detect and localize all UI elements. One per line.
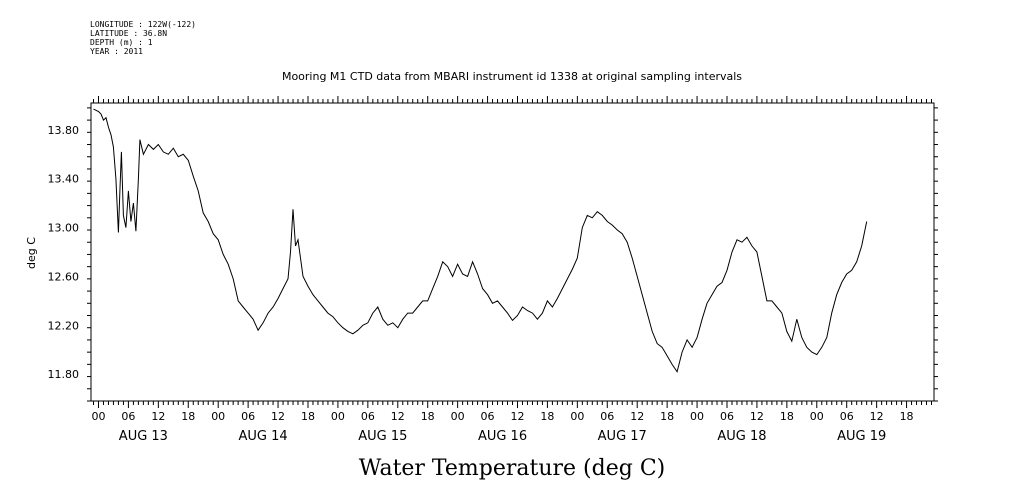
depth-label: DEPTH (m) : 1: [90, 38, 153, 47]
plot-frame: [90, 102, 935, 402]
x-hour-label: 18: [301, 410, 315, 423]
x-day-label: AUG 15: [358, 429, 407, 444]
x-hour-label: 00: [810, 410, 824, 423]
x-hour-label: 12: [510, 410, 524, 423]
x-day-label: AUG 14: [239, 429, 288, 444]
y-tick-label: 12.20: [48, 319, 80, 332]
y-axis-label: deg C: [25, 237, 38, 269]
y-tick-label: 13.00: [48, 222, 80, 235]
x-day-label: AUG 13: [119, 429, 168, 444]
metadata-block: LONGITUDE : 122W(-122) LATITUDE : 36.8N …: [90, 20, 196, 56]
x-hour-label: 06: [840, 410, 854, 423]
temperature-series-line: [93, 108, 868, 373]
latitude-label: LATITUDE : 36.8N: [90, 29, 168, 38]
x-hour-label: 18: [660, 410, 674, 423]
x-hour-label: 00: [91, 410, 105, 423]
y-tick-label: 13.40: [48, 173, 80, 186]
x-day-label: AUG 18: [717, 429, 766, 444]
x-hour-label: 06: [481, 410, 495, 423]
x-hour-label: 18: [900, 410, 914, 423]
x-hour-label: 00: [570, 410, 584, 423]
x-hour-label: 00: [690, 410, 704, 423]
x-hour-label: 00: [331, 410, 345, 423]
year-label: YEAR : 2011: [90, 47, 143, 56]
x-hour-label: 00: [211, 410, 225, 423]
x-hour-label: 18: [181, 410, 195, 423]
y-tick-label: 13.80: [48, 124, 80, 137]
x-day-label: AUG 17: [598, 429, 647, 444]
x-hour-label: 12: [151, 410, 165, 423]
x-hour-label: 12: [630, 410, 644, 423]
longitude-label: LONGITUDE : 122W(-122): [90, 20, 196, 29]
x-axis-title: Water Temperature (deg C): [359, 456, 666, 481]
x-hour-label: 18: [780, 410, 794, 423]
y-tick-label: 12.60: [48, 270, 80, 283]
x-hour-label: 00: [451, 410, 465, 423]
x-hour-label: 12: [391, 410, 405, 423]
x-hour-label: 06: [600, 410, 614, 423]
x-hour-label: 18: [421, 410, 435, 423]
x-hour-label: 06: [720, 410, 734, 423]
x-hour-label: 18: [540, 410, 554, 423]
x-day-label: AUG 16: [478, 429, 527, 444]
chart-title: Mooring M1 CTD data from MBARI instrumen…: [282, 70, 742, 83]
x-day-label: AUG 19: [837, 429, 886, 444]
tick-group: [87, 96, 938, 408]
x-hour-label: 06: [361, 410, 375, 423]
x-hour-label: 12: [750, 410, 764, 423]
x-hour-label: 12: [271, 410, 285, 423]
x-hour-label: 12: [870, 410, 884, 423]
y-tick-label: 11.80: [48, 368, 80, 381]
tick-labels: 13.80 13.40 13.00 12.60 12.20 11.80 00 06 12 18 00…: [48, 124, 914, 444]
x-hour-label: 06: [121, 410, 135, 423]
x-hour-label: 06: [241, 410, 255, 423]
